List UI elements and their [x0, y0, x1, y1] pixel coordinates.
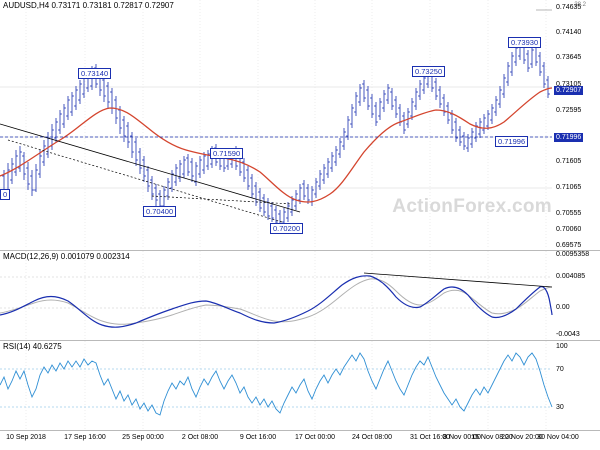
- xtick: 9 Oct 16:00: [239, 434, 277, 441]
- price-plot: 0.73140 0.73930 0.73250 0.71590 0.71996 …: [0, 0, 586, 248]
- fib-level-label: 38.2: [574, 2, 586, 8]
- xtick: 30 Nov 04:00: [537, 434, 579, 441]
- xtick: 17 Oct 00:00: [294, 434, 336, 441]
- rsi-plot: RSI(14) 40.6275: [0, 341, 600, 431]
- macd-pane: MACD(12,26,9) 0.001079 0.002314 0.009535…: [0, 250, 600, 341]
- ytick: 0.72595: [556, 107, 582, 114]
- xtick: 10 Sep 2018: [6, 434, 46, 441]
- ytick: 100: [556, 343, 568, 350]
- rsi-chart-svg: [0, 341, 553, 429]
- ytick: -0.0043: [556, 331, 580, 338]
- macd-header: MACD(12,26,9) 0.001079 0.002314: [3, 252, 130, 261]
- ytick: 0.0095358: [556, 251, 590, 258]
- macd-chart-svg: [0, 251, 553, 339]
- ytick: 0.73645: [556, 54, 582, 61]
- watermark: ActionForex.com: [392, 196, 552, 217]
- rsi-header: RSI(14) 40.6275: [3, 342, 62, 351]
- xtick: 17 Sep 16:00: [64, 434, 106, 441]
- secondary-price-label: 0.71996: [554, 133, 584, 142]
- ytick: 70: [556, 366, 564, 373]
- annotation-073930: 0.73930: [508, 37, 542, 48]
- xtick: 2 Oct 08:00: [181, 434, 219, 441]
- annotation-071590: 0.71590: [210, 148, 244, 159]
- annotation-073140: 0.73140: [78, 68, 112, 79]
- ytick: 0.70060: [556, 226, 582, 233]
- xtick: 24 Oct 08:00: [351, 434, 393, 441]
- price-pane: 0.73140 0.73930 0.73250 0.71590 0.71996 …: [0, 0, 586, 249]
- annotation-070400: 0.70400: [143, 206, 177, 217]
- downtrend-line: [0, 123, 301, 213]
- x-axis: 10 Sep 2018 17 Sep 16:00 25 Sep 00:00 2 …: [0, 434, 600, 448]
- moving-average-line: [0, 87, 553, 203]
- macd-plot: MACD(12,26,9) 0.001079 0.002314: [0, 251, 600, 341]
- annotation-073250: 0.73250: [412, 66, 446, 77]
- xaxis-divider: [0, 430, 600, 431]
- ytick: 0.74140: [556, 29, 582, 36]
- annotation-071996: 0.71996: [495, 136, 529, 147]
- xtick: 31 Oct 16:00: [409, 434, 451, 441]
- ytick: 0.71605: [556, 158, 582, 165]
- xtick: 8 Nov 00:00: [443, 434, 481, 441]
- price-chart-svg: [0, 0, 553, 248]
- last-price-label: 0.72907: [554, 86, 584, 95]
- dashed-support-line: [151, 195, 293, 205]
- ytick: 0.70555: [556, 210, 582, 217]
- rsi-pane: RSI(14) 40.6275 100 70 30: [0, 340, 600, 431]
- ytick: 0.73105: [556, 81, 582, 88]
- ytick: 0.71065: [556, 184, 582, 191]
- xtick: 22 Nov 20:00: [501, 434, 543, 441]
- xtick: 15 Nov 08:00: [471, 434, 513, 441]
- ytick: 0.004085: [556, 273, 586, 280]
- quote-header: AUDUSD,H4 0.73171 0.73181 0.72817 0.7290…: [3, 1, 174, 10]
- ytick: 0.69575: [556, 242, 582, 249]
- annotation-070200: 0.70200: [270, 223, 304, 234]
- xtick: 25 Sep 00:00: [122, 434, 164, 441]
- annotation-zero: 0: [0, 189, 11, 200]
- ytick: 30: [556, 404, 564, 411]
- ytick: 0.74635: [556, 4, 582, 11]
- ytick: 0.00: [556, 304, 570, 311]
